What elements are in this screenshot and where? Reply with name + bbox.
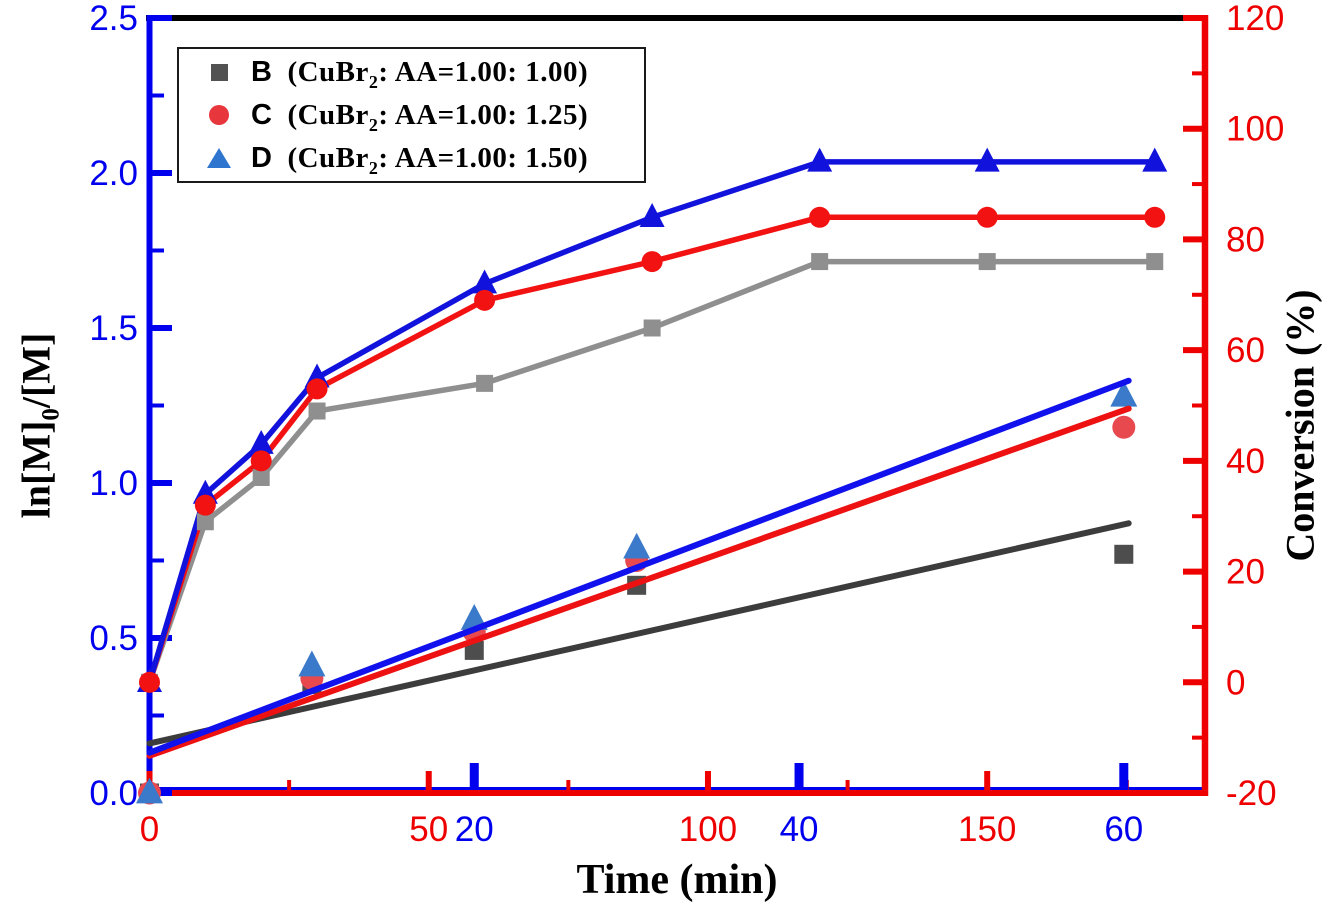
circle-marker-icon <box>205 105 233 125</box>
legend-label: C (CuBr2: AA=1.00: 1.25) <box>251 98 589 135</box>
y-right-tick-label: 20 <box>1226 553 1265 592</box>
x-red-tick-label: 50 <box>409 810 448 849</box>
x-axis-title: Time (min) <box>576 857 778 903</box>
x-red-tick-label: 0 <box>140 810 159 849</box>
legend-letter: B <box>251 55 273 88</box>
conversion-marker-B <box>978 253 996 271</box>
x-blue-tick-label: 60 <box>1104 810 1143 849</box>
legend: B (CuBr2: AA=1.00: 1.00) C (CuBr2: AA=1.00… <box>177 47 646 183</box>
conversion-marker-C <box>250 450 272 472</box>
legend-formula-post: : AA=1.00: 1.00) <box>378 55 589 88</box>
y-right-tick-label: 80 <box>1226 220 1265 259</box>
ln-marker-D <box>623 532 651 559</box>
y-right-tick-label: 100 <box>1226 110 1284 149</box>
fit-line-B <box>146 520 1132 747</box>
conversion-marker-D <box>472 269 498 294</box>
legend-formula-pre: (CuBr <box>287 98 369 131</box>
y-left-tick-label: 1.5 <box>89 309 138 348</box>
y-left-title-post: /[M] <box>13 332 59 409</box>
legend-item-D: D (CuBr2: AA=1.00: 1.50) <box>205 138 644 178</box>
legend-letter: D <box>251 141 273 174</box>
conversion-marker-B <box>476 374 494 392</box>
ln-marker-D <box>298 650 326 677</box>
y-left-title-pre: ln[M] <box>13 420 59 519</box>
triangle-marker-icon <box>205 148 233 168</box>
y-right-tick-label: 0 <box>1226 663 1245 702</box>
ln-marker-D <box>136 777 163 804</box>
conversion-marker-C <box>809 206 831 228</box>
y-right-tick-label: -20 <box>1226 774 1277 813</box>
legend-formula-sub: 2 <box>368 157 379 178</box>
y-axis-title-left: ln[M]0/[M] <box>13 314 65 538</box>
conversion-marker-C <box>1144 206 1166 228</box>
legend-item-B: B (CuBr2: AA=1.00: 1.00) <box>205 52 644 92</box>
ln-marker-C <box>1112 415 1136 439</box>
x-blue-tick-label: 20 <box>455 810 494 849</box>
conversion-marker-B <box>252 468 270 486</box>
y-left-tick-label: 1.0 <box>89 464 138 503</box>
legend-letter: C <box>251 98 273 131</box>
ln-marker-D <box>1110 380 1138 407</box>
y-left-title-sub: 0 <box>37 408 65 421</box>
conversion-marker-C <box>474 289 496 311</box>
fit-line-D <box>146 377 1132 756</box>
y-right-tick-label: 40 <box>1226 442 1265 481</box>
legend-item-C: C (CuBr2: AA=1.00: 1.25) <box>205 95 644 135</box>
conversion-marker-B <box>308 402 326 420</box>
conversion-marker-C <box>139 671 160 693</box>
ln-marker-D <box>460 603 488 630</box>
legend-formula-pre: (CuBr <box>287 55 369 88</box>
conversion-marker-B <box>196 513 214 531</box>
x-red-tick-label: 100 <box>679 810 737 849</box>
square-marker-icon <box>205 63 233 81</box>
conversion-marker-B <box>1146 253 1164 271</box>
legend-label: D (CuBr2: AA=1.00: 1.50) <box>251 141 589 178</box>
conversion-marker-C <box>976 206 998 228</box>
conversion-marker-C <box>641 251 663 273</box>
y-left-tick-label: 0.5 <box>89 619 138 658</box>
legend-formula-post: : AA=1.00: 1.50) <box>378 141 589 174</box>
conversion-marker-D <box>974 147 1000 172</box>
x-red-tick-label: 150 <box>958 810 1016 849</box>
legend-formula-pre: (CuBr <box>287 141 369 174</box>
x-blue-tick-label: 40 <box>780 810 819 849</box>
conversion-marker-D <box>248 429 274 454</box>
legend-formula-post: : AA=1.00: 1.25) <box>378 98 589 131</box>
legend-formula-sub: 2 <box>368 114 379 135</box>
legend-formula-sub: 2 <box>368 71 379 92</box>
y-left-tick-label: 2.5 <box>89 0 138 38</box>
y-right-tick-label: 60 <box>1226 331 1265 370</box>
conversion-marker-D <box>639 203 665 227</box>
y-left-tick-label: 2.0 <box>89 154 138 193</box>
y-left-tick-label: 0.0 <box>89 774 138 813</box>
ln-marker-B <box>464 640 484 660</box>
fit-line-C <box>146 405 1132 759</box>
conversion-marker-D <box>1142 147 1168 172</box>
conversion-line-D <box>146 159 1155 684</box>
conversion-marker-B <box>811 253 829 271</box>
y-axis-title-right: Conversion (%) <box>1277 289 1323 562</box>
conversion-marker-D <box>807 147 833 172</box>
legend-label: B (CuBr2: AA=1.00: 1.00) <box>251 55 589 92</box>
conversion-marker-C <box>194 494 216 516</box>
ln-marker-B <box>1114 544 1134 564</box>
conversion-marker-C <box>306 378 328 400</box>
conversion-marker-B <box>643 319 661 337</box>
y-right-tick-label: 120 <box>1226 0 1284 38</box>
